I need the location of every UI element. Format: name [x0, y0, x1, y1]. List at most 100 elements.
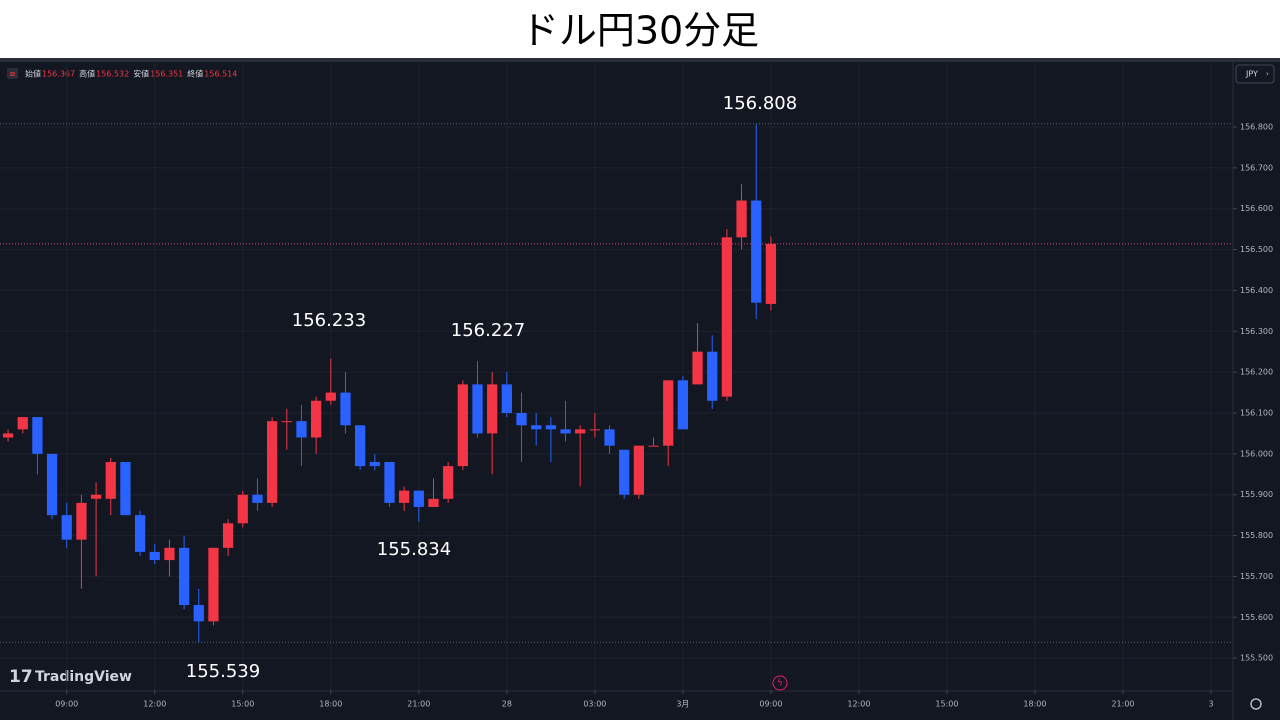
candle-body: [516, 412, 527, 426]
annotation: 155.834: [377, 539, 451, 560]
candle-body: [311, 400, 322, 438]
candle-body: [633, 445, 645, 495]
brand-logo: 17: [9, 667, 33, 687]
candle-body: [281, 421, 292, 423]
y-tick-label: 155.600: [1240, 613, 1273, 622]
candle-body: [252, 494, 263, 503]
settings-icon[interactable]: [1250, 698, 1262, 710]
y-tick-label: 155.800: [1240, 531, 1273, 540]
title-bar: [0, 0, 1280, 58]
menu-glyph: ≡: [9, 70, 16, 79]
y-tick-label: 156.200: [1240, 368, 1273, 377]
x-tick-label: 21:00: [407, 700, 430, 709]
x-tick-label: 3月: [676, 700, 689, 709]
candle-body: [663, 380, 674, 446]
page-title: ドル円30分足: [521, 9, 759, 53]
y-tick-label: 156.000: [1240, 449, 1273, 458]
candle-body: [619, 449, 630, 495]
candle-body: [751, 200, 762, 303]
x-tick-label: 15:00: [231, 700, 254, 709]
candle-body: [457, 384, 468, 467]
x-tick-label: 21:00: [1111, 700, 1134, 709]
candle-body: [399, 490, 410, 503]
candle-body: [61, 515, 72, 540]
currency: JPY: [1245, 70, 1258, 79]
x-tick-label: 12:00: [847, 700, 870, 709]
annotation: 156.227: [451, 320, 525, 341]
candle-body: [692, 351, 703, 385]
legend-value: 156.367: [42, 70, 75, 79]
candle-body: [2, 433, 14, 438]
candle-body: [355, 425, 366, 467]
annotation: 156.808: [723, 93, 797, 114]
x-tick-label: 12:00: [143, 700, 166, 709]
x-tick-label: 18:00: [319, 700, 342, 709]
y-tick-label: 156.300: [1240, 327, 1273, 336]
legend-value: 156.514: [204, 70, 237, 79]
y-tick-label: 155.500: [1240, 654, 1273, 663]
candle-body: [120, 462, 131, 516]
candle-body: [325, 392, 336, 401]
candle-body: [296, 421, 307, 438]
candle-body: [208, 547, 219, 622]
x-tick-label: 09:00: [759, 700, 782, 709]
candle-body: [178, 547, 190, 606]
legend-label: 始値: [25, 69, 41, 79]
candle-body: [589, 429, 600, 431]
brand: TradingView: [35, 669, 132, 685]
candle-body: [677, 380, 689, 430]
x-tick-label: 09:00: [55, 700, 78, 709]
y-tick-label: 156.400: [1240, 286, 1273, 295]
legend-label: 高値: [79, 69, 95, 79]
x-tick-label: 03:00: [583, 700, 606, 709]
candle-body: [164, 547, 175, 561]
candle-body: [149, 551, 160, 561]
candle-body: [487, 384, 498, 434]
candle-body: [384, 462, 395, 503]
menu-icon[interactable]: [7, 68, 18, 79]
candle-body: [193, 605, 204, 622]
candle-body: [560, 429, 571, 434]
y-tick-label: 156.800: [1240, 123, 1273, 132]
candle-body: [736, 200, 747, 238]
x-tick-label: 3: [1208, 700, 1213, 709]
candle-body: [90, 494, 102, 499]
x-tick-label: 18:00: [1023, 700, 1046, 709]
dropdown-arrow: ›: [1266, 70, 1269, 78]
candle-body: [472, 384, 483, 434]
candle-body: [340, 392, 351, 426]
candle-body: [721, 237, 733, 397]
x-tick-label: 15:00: [935, 700, 958, 709]
y-tick-label: 156.700: [1240, 163, 1273, 172]
y-tick-label: 156.500: [1240, 245, 1273, 254]
legend-label: 安値: [133, 69, 149, 79]
candle-body: [765, 243, 777, 304]
candle-body: [134, 515, 146, 552]
candle-body: [32, 417, 43, 454]
ohlc-legend: 始値 156.367 高値 156.532 安値 156.351 終値 156.514: [25, 69, 237, 79]
currency-button[interactable]: [1235, 64, 1275, 84]
candle-body: [266, 421, 278, 503]
chart-panel: [0, 58, 1280, 720]
candle-body: [46, 453, 58, 516]
legend-value: 156.351: [150, 70, 183, 79]
annotation: 155.539: [186, 661, 260, 682]
candle-body: [443, 466, 454, 499]
event-glyph: ϟ: [777, 679, 783, 689]
candle-body: [545, 425, 556, 430]
y-tick-label: 156.600: [1240, 204, 1273, 213]
y-tick-label: 155.900: [1240, 490, 1273, 499]
candle-body: [76, 502, 87, 540]
candle-body: [413, 490, 424, 507]
event-icon[interactable]: [772, 675, 788, 691]
candle-body: [105, 462, 116, 499]
candle-body: [237, 494, 248, 524]
candle-body: [501, 384, 512, 413]
annotation: 156.233: [292, 310, 366, 331]
candle-body: [369, 462, 380, 467]
legend-label: 終値: [187, 69, 203, 79]
candle-body: [222, 523, 234, 548]
x-tick-label: 28: [502, 700, 512, 709]
